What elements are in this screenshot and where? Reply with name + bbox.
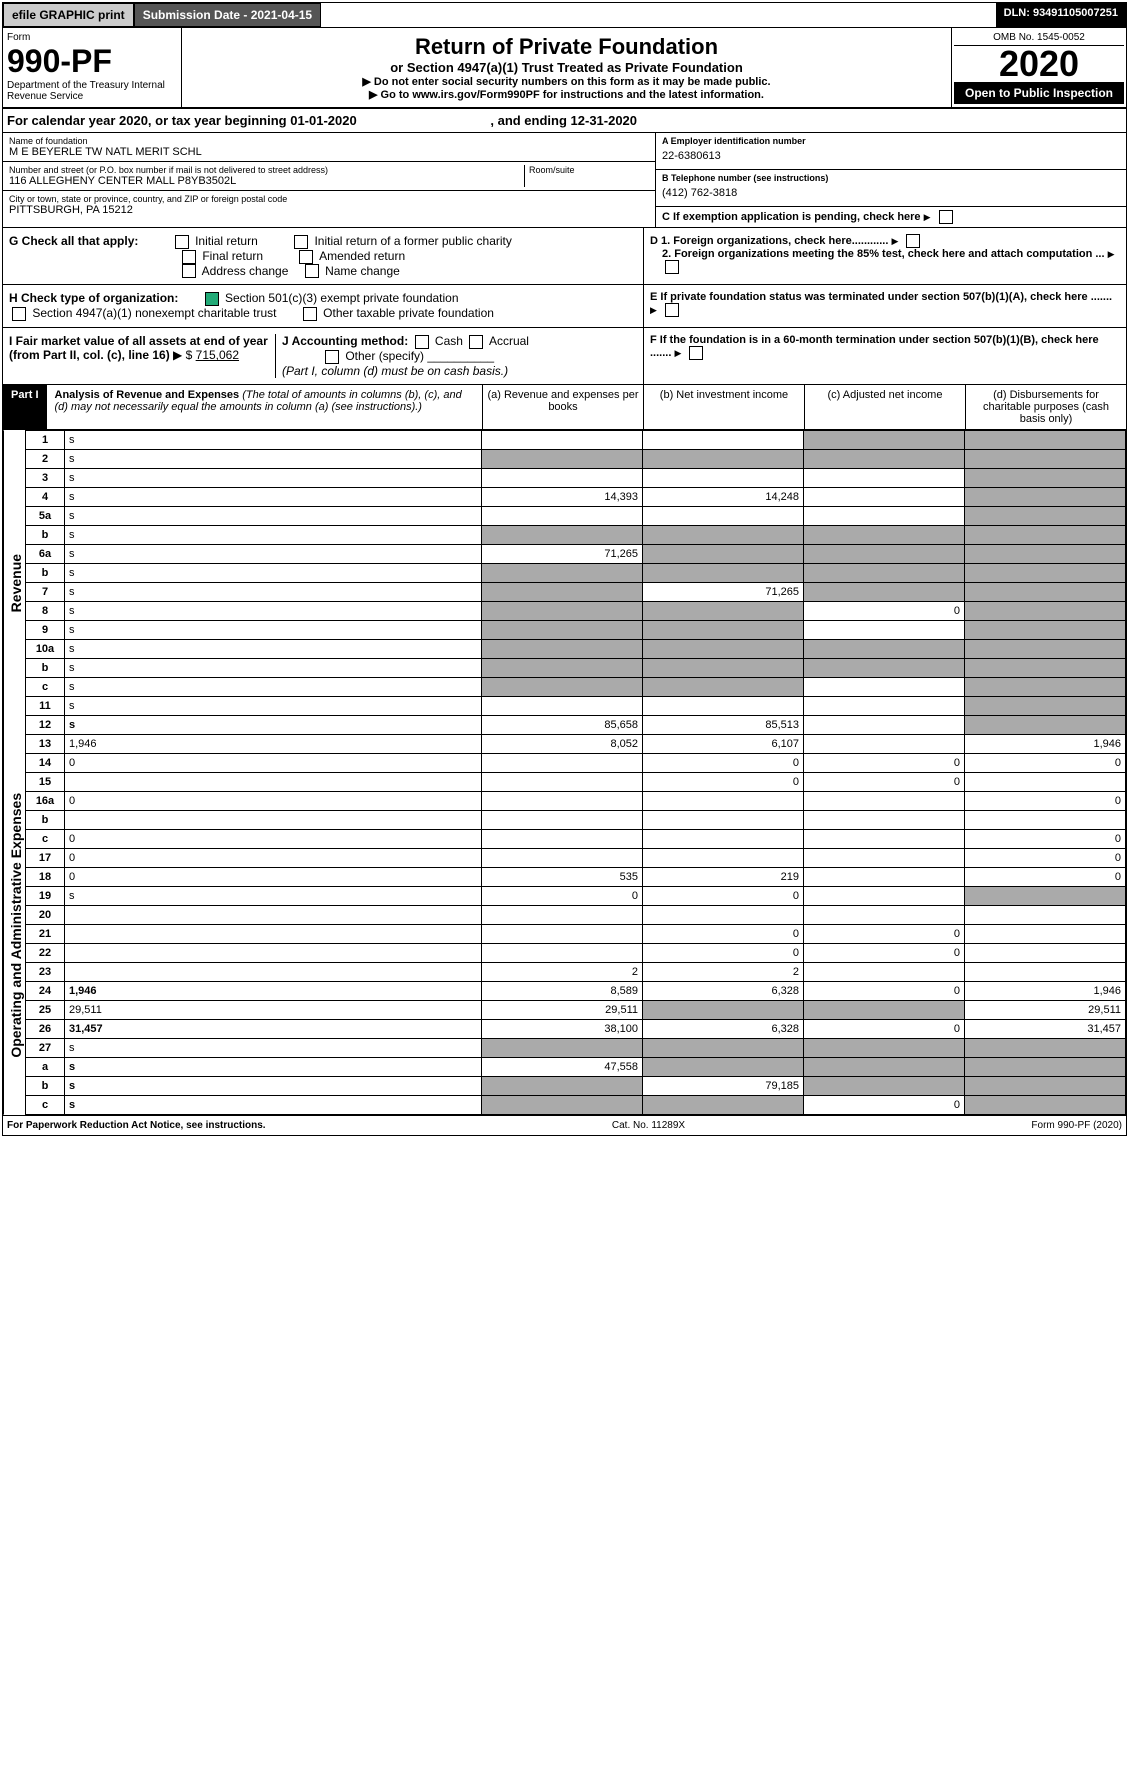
dept: Department of the Treasury Internal Reve… [7,80,177,102]
calendar-year: For calendar year 2020, or tax year begi… [3,109,1126,133]
table-row: 2200 [26,943,1126,962]
foundation-name: Name of foundation M E BEYERLE TW NATL M… [3,133,655,162]
table-row: b [26,810,1126,829]
table-row: 6as71,265 [26,544,1126,563]
topbar: efile GRAPHIC print Submission Date - 20… [3,3,1126,28]
cb-d2[interactable] [665,260,679,274]
table-row: 7s71,265 [26,582,1126,601]
table-row: 1700 [26,848,1126,867]
data-table: 1s2s3s4s14,39314,2485asbs6as71,265bs7s71… [25,430,1126,1115]
cb-address[interactable] [182,264,196,278]
revenue-label: Revenue [3,430,25,735]
table-row: 1500 [26,772,1126,791]
table-row: c00 [26,829,1126,848]
table-row: cs [26,677,1126,696]
table-row: 4s14,39314,248 [26,487,1126,506]
table-row: 241,9468,5896,32801,946 [26,981,1126,1000]
table-row: 20 [26,905,1126,924]
cb-amended[interactable] [299,250,313,264]
cb-other-acct[interactable] [325,350,339,364]
table-row: 140000 [26,753,1126,772]
table-row: bs [26,563,1126,582]
year: 2020 [954,46,1124,82]
col-c: (c) Adjusted net income [804,385,965,429]
table-row: 1s [26,430,1126,449]
cb-other-tax[interactable] [303,307,317,321]
i-j-row: I Fair market value of all assets at end… [3,328,643,384]
part1-desc: Analysis of Revenue and Expenses (The to… [47,385,482,429]
cb-initial[interactable] [175,235,189,249]
cb-4947[interactable] [12,307,26,321]
table-row: 2631,45738,1006,328031,457 [26,1019,1126,1038]
cb-name[interactable] [305,264,319,278]
subtitle: or Section 4947(a)(1) Trust Treated as P… [188,60,945,75]
cb-initial-former[interactable] [294,235,308,249]
table-row: 1805352190 [26,867,1126,886]
table-row: 2529,51129,51129,511 [26,1000,1126,1019]
cb-cash[interactable] [415,335,429,349]
checkbox-c[interactable] [939,210,953,224]
table-row: bs79,185 [26,1076,1126,1095]
form-number: 990-PF [7,43,177,80]
part1-label: Part I [3,385,47,429]
form-header: Form 990-PF Department of the Treasury I… [3,28,1126,109]
efile-btn[interactable]: efile GRAPHIC print [3,3,134,27]
cb-d1[interactable] [906,234,920,248]
city: City or town, state or province, country… [3,191,655,219]
col-a: (a) Revenue and expenses per books [482,385,643,429]
table-row: 5as [26,506,1126,525]
table-row: 8s0 [26,601,1126,620]
col-b: (b) Net investment income [643,385,804,429]
table-row: 131,9468,0526,1071,946 [26,734,1126,753]
note1: ▶ Do not enter social security numbers o… [188,75,945,88]
cb-final[interactable] [182,250,196,264]
title: Return of Private Foundation [188,34,945,60]
cb-accrual[interactable] [469,335,483,349]
d-foreign: D 1. Foreign organizations, check here..… [643,228,1126,284]
form-label: Form [7,32,177,43]
table-row: 9s [26,620,1126,639]
telephone: B Telephone number (see instructions) (4… [656,170,1126,207]
table-row: 10as [26,639,1126,658]
ein: A Employer identification number 22-6380… [656,133,1126,170]
f-termination: F If the foundation is in a 60-month ter… [643,328,1126,384]
table-row: 12s85,65885,513 [26,715,1126,734]
subdate-btn[interactable]: Submission Date - 2021-04-15 [134,3,321,27]
oae-label: Operating and Administrative Expenses [3,735,25,1115]
table-row: bs [26,525,1126,544]
table-row: cs0 [26,1095,1126,1114]
c-exemption: C If exemption application is pending, c… [656,207,1126,227]
cb-f[interactable] [689,346,703,360]
table-row: 27s [26,1038,1126,1057]
g-check: G Check all that apply: Initial return I… [3,228,643,284]
footer: For Paperwork Reduction Act Notice, see … [3,1115,1126,1135]
table-row: 3s [26,468,1126,487]
table-row: as47,558 [26,1057,1126,1076]
table-row: 2322 [26,962,1126,981]
open-inspection: Open to Public Inspection [954,82,1124,104]
dln: DLN: 93491105007251 [996,3,1126,27]
table-row: bs [26,658,1126,677]
address: Number and street (or P.O. box number if… [3,162,655,191]
table-row: 2s [26,449,1126,468]
col-d: (d) Disbursements for charitable purpose… [965,385,1126,429]
e-terminated: E If private foundation status was termi… [643,285,1126,327]
table-row: 16a00 [26,791,1126,810]
cb-501c3[interactable] [205,292,219,306]
table-row: 2100 [26,924,1126,943]
cb-e[interactable] [665,303,679,317]
h-org-type: H Check type of organization: Section 50… [3,285,643,327]
table-row: 19s00 [26,886,1126,905]
note2: ▶ Go to www.irs.gov/Form990PF for instru… [188,88,945,101]
table-row: 11s [26,696,1126,715]
